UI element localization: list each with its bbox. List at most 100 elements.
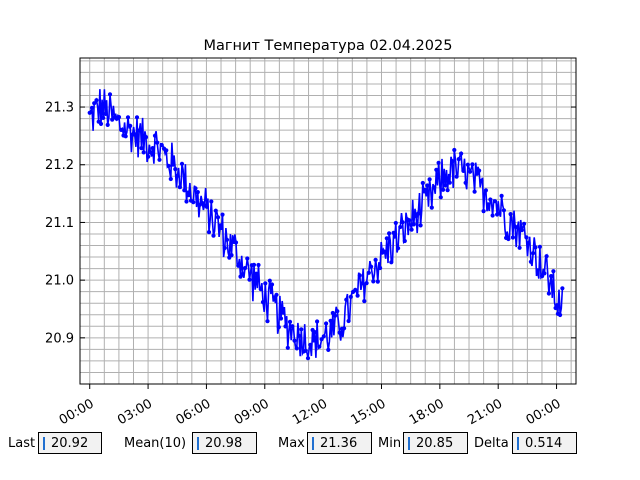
data-point [393, 220, 398, 226]
data-point [155, 140, 160, 145]
data-point [211, 233, 216, 238]
data-point [479, 178, 484, 183]
data-point [546, 291, 552, 296]
data-point [459, 151, 464, 156]
data-point [371, 279, 376, 284]
data-point [240, 272, 245, 277]
data-point [488, 197, 493, 202]
plot-frame [79, 57, 577, 385]
data-point [522, 221, 527, 226]
data-point [427, 177, 432, 182]
data-point [418, 223, 423, 228]
data-point [335, 309, 340, 314]
data-point [423, 187, 428, 192]
stat-max-label: Max [278, 436, 305, 451]
data-point [445, 188, 450, 193]
data-point [276, 325, 281, 330]
data-point [105, 122, 110, 127]
data-point [139, 146, 144, 151]
x-tick-label: 00:00 [57, 396, 97, 428]
text-cursor [43, 437, 45, 450]
data-point [461, 168, 466, 173]
data-point [441, 187, 446, 192]
stat-max-value: 21.36 [320, 436, 358, 451]
data-point [215, 215, 221, 220]
stat-mean-field[interactable]: 20.98 [192, 432, 257, 454]
data-point [551, 269, 556, 274]
data-point [247, 277, 252, 282]
data-point [434, 167, 439, 172]
data-point [132, 132, 137, 137]
data-point [281, 310, 286, 315]
data-point [92, 101, 97, 106]
data-point [94, 98, 99, 103]
data-point [436, 160, 441, 165]
data-point [260, 300, 266, 305]
x-tick-label: 00:00 [524, 396, 564, 428]
stat-min-field[interactable]: 20.85 [403, 432, 468, 454]
data-point [283, 324, 288, 329]
data-point [492, 199, 497, 204]
data-point [528, 259, 534, 264]
data-point [468, 169, 473, 174]
data-point [558, 312, 563, 318]
data-point [296, 333, 302, 338]
data-point [157, 157, 162, 162]
data-point [186, 193, 191, 198]
data-point [258, 287, 263, 292]
data-point [402, 238, 407, 244]
data-point [119, 127, 124, 132]
data-point [474, 171, 479, 176]
stat-last-label: Last [8, 436, 36, 451]
data-point [256, 262, 261, 268]
data-point [191, 200, 196, 205]
data-point [164, 148, 169, 153]
data-point [348, 294, 353, 299]
data-point [254, 271, 259, 276]
data-point [398, 224, 403, 230]
data-point [182, 188, 187, 193]
data-point [148, 150, 153, 155]
data-point [506, 236, 511, 242]
y-tick-label: 21.1 [45, 216, 74, 231]
data-point [499, 193, 504, 198]
data-point [204, 204, 209, 209]
text-cursor [312, 437, 314, 450]
plot-area [87, 89, 565, 361]
data-point [125, 115, 131, 120]
data-point [324, 321, 329, 326]
data-point [407, 218, 412, 223]
data-point [360, 281, 365, 286]
data-point [342, 326, 347, 331]
data-point [333, 313, 338, 318]
data-point [533, 245, 538, 250]
data-point [206, 230, 212, 235]
data-point [101, 115, 106, 120]
data-point [184, 199, 189, 204]
data-point [477, 168, 482, 173]
stat-last-field[interactable]: 20.92 [38, 432, 102, 454]
data-point [517, 245, 522, 250]
stat-delta-field[interactable]: 0.514 [512, 432, 577, 454]
data-point [179, 161, 185, 166]
series-line [88, 89, 564, 359]
data-point [278, 316, 284, 321]
data-point [450, 159, 455, 164]
data-point [269, 282, 275, 287]
data-point [265, 319, 270, 324]
data-point [89, 105, 95, 110]
data-point [425, 183, 430, 188]
data-point [357, 273, 362, 278]
data-point [524, 235, 529, 240]
x-tick-label: 09:00 [232, 396, 272, 428]
data-point [308, 342, 313, 347]
data-point [353, 287, 358, 292]
data-point [326, 347, 331, 352]
data-point [245, 256, 250, 261]
data-point [321, 334, 326, 339]
data-point [470, 162, 475, 167]
data-point [429, 205, 434, 210]
stat-max-field[interactable]: 21.36 [307, 432, 372, 454]
data-point [168, 176, 173, 182]
data-point [312, 330, 317, 335]
